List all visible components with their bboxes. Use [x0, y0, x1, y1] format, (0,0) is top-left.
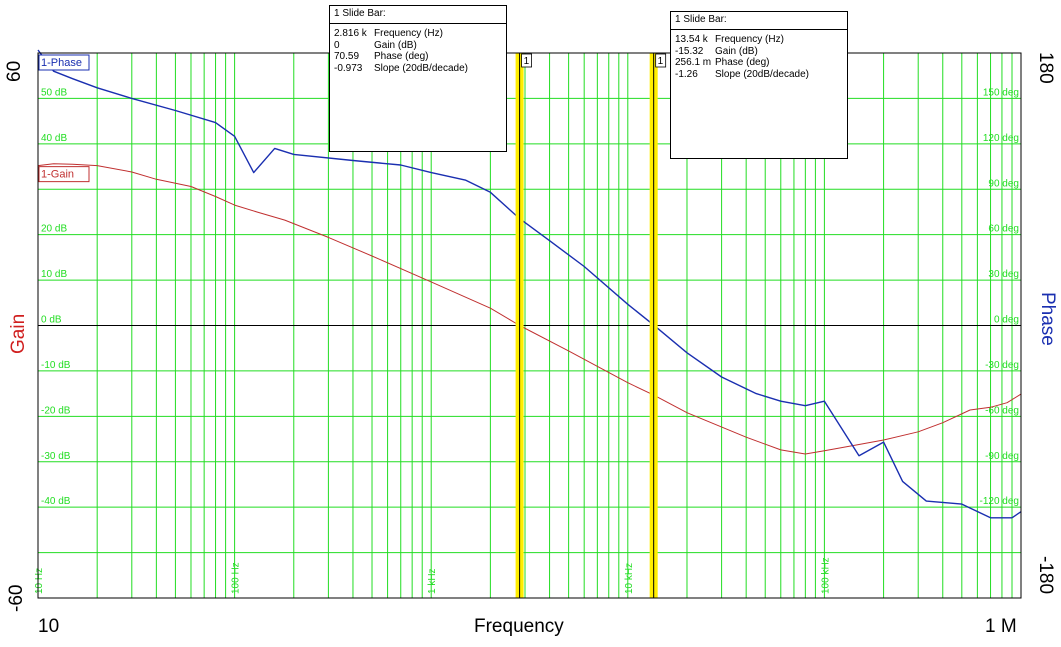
decade-tick-label: 100 Hz	[231, 562, 242, 594]
phase-tick-label: 30 deg	[988, 269, 1019, 280]
x-min-label: 10	[38, 616, 60, 637]
gain-tick-label: -10 dB	[41, 360, 71, 371]
decade-tick-label: 1 kHz	[427, 568, 438, 594]
readout-value: 256.1 m	[675, 57, 712, 68]
readout-row: 2.816 k Frequency (Hz)	[330, 28, 506, 40]
readout-label: Slope (20dB/decade)	[374, 62, 468, 74]
cursor-tag-label: 1	[658, 56, 664, 67]
y-right-min: -180	[1035, 556, 1056, 595]
readout-value: 13.54 k	[675, 34, 708, 45]
slide-bar-title: 1 Slide Bar:	[330, 6, 506, 24]
readout-value: 2.816 k	[334, 28, 367, 39]
slide-bar-readout-2: 1 Slide Bar: 13.54 k Frequency (Hz) -15.3…	[670, 11, 848, 159]
x-title: Frequency	[474, 616, 564, 637]
readout-label: Gain (dB)	[715, 45, 758, 57]
y-right-title: Phase	[1037, 292, 1058, 346]
phase-tick-label: -30 deg	[985, 360, 1019, 371]
readout-value: -0.973	[334, 62, 363, 74]
y-right-max: 180	[1035, 52, 1056, 84]
y-left-max: 60	[4, 60, 25, 82]
phase-tick-label: 60 deg	[988, 224, 1019, 235]
phase-tick-label: -90 deg	[985, 451, 1019, 462]
gain-tick-label: 50 dB	[41, 87, 67, 98]
gain-tick-label: -30 dB	[41, 451, 71, 462]
cursor-tag-box	[655, 53, 667, 68]
phase-tick-label: 0 deg	[994, 315, 1019, 326]
gain-tick-label: 10 dB	[41, 269, 67, 280]
slide-bar-title: 1 Slide Bar:	[671, 12, 847, 30]
readout-value: -15.32	[675, 45, 704, 57]
readout-row: 256.1 m Phase (deg)	[671, 57, 847, 69]
readout-row: -0.973 Slope (20dB/decade)	[330, 63, 506, 75]
cursor-tag-label: 1	[524, 56, 530, 67]
tick-labels: 50 dB 40 dB 20 dB 10 dB 0 dB -10 dB -20 dB -30 …	[34, 87, 1019, 594]
readout-label: Frequency (Hz)	[715, 34, 784, 45]
readout-row: -1.26 Slope (20dB/decade)	[671, 69, 847, 81]
readout-row: -15.32 Gain (dB)	[671, 46, 847, 58]
readout-label: Phase (deg)	[715, 57, 770, 68]
y-left-min: -60	[6, 584, 27, 612]
x-max-label: 1 M	[985, 616, 1017, 637]
readout-value: -1.26	[675, 68, 698, 80]
gain-tick-label: 0 dB	[41, 315, 62, 326]
cursor-tag-box	[521, 53, 532, 68]
gain-tick-label: -40 dB	[41, 496, 71, 507]
phase-tick-label: -60 deg	[985, 405, 1019, 416]
phase-tick-label: 150 deg	[983, 87, 1019, 98]
decade-tick-label: 100 kHz	[820, 557, 831, 594]
legend-gain-label: 1-Gain	[41, 169, 74, 181]
phase-tick-label: 90 deg	[988, 178, 1019, 189]
readout-row: 0 Gain (dB)	[330, 40, 506, 52]
y-left-title: Gain	[8, 313, 29, 354]
series-lines	[37, 49, 1022, 519]
readout-label: Slope (20dB/decade)	[715, 68, 809, 80]
readout-row: 13.54 k Frequency (Hz)	[671, 34, 847, 46]
decade-tick-label: 10 kHz	[624, 563, 635, 594]
legend: 1-Phase 1-Gain	[38, 54, 90, 183]
legend-phase-box	[38, 54, 90, 71]
readout-value: 0	[334, 39, 340, 51]
decade-tick-label: 10 Hz	[34, 568, 45, 594]
legend-gain-box	[38, 166, 90, 183]
readout-label: Frequency (Hz)	[374, 28, 443, 39]
readout-row: 70.59 Phase (deg)	[330, 51, 506, 63]
readout-label: Gain (dB)	[374, 39, 417, 51]
legend-phase-label: 1-Phase	[41, 57, 82, 69]
gain-tick-label: -20 dB	[41, 405, 71, 416]
phase-tick-label: -120 deg	[980, 496, 1019, 507]
plot-frame	[37, 52, 1022, 599]
gain-tick-label: 20 dB	[41, 224, 67, 235]
phase-tick-label: 120 deg	[983, 133, 1019, 144]
gain-tick-label: 40 dB	[41, 133, 67, 144]
readout-value: 70.59	[334, 51, 360, 62]
phase-series-line	[37, 49, 1022, 519]
readout-label: Phase (deg)	[374, 51, 429, 62]
slide-bar-readout-1: 1 Slide Bar: 2.816 k Frequency (Hz) 0 Gain…	[329, 5, 507, 152]
gain-series-line	[37, 163, 1022, 455]
